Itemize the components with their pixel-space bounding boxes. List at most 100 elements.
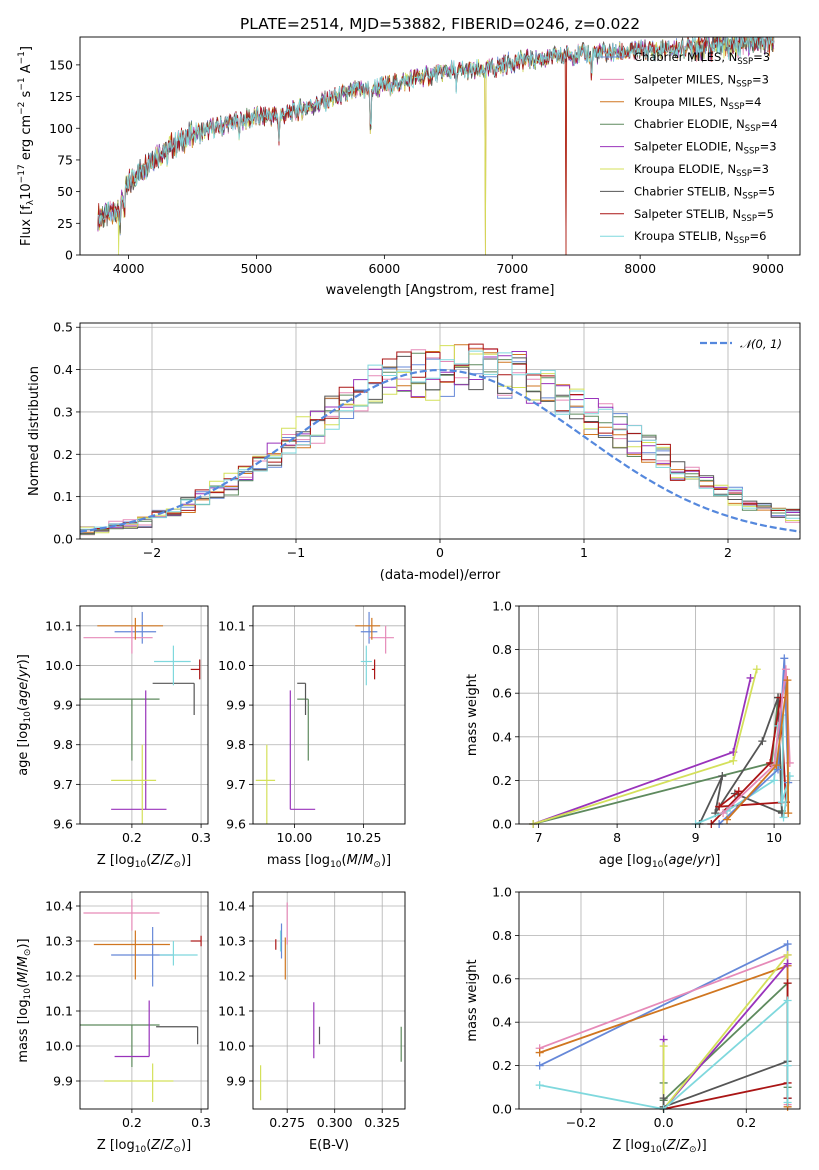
label-part: / <box>358 853 363 868</box>
x-axis-label: Z [log10(Z/Z⊙)] <box>612 1138 706 1155</box>
label-part: M <box>347 853 358 868</box>
legend-text: Kroupa ELODIE, N <box>634 162 736 176</box>
y-tick-label: 1.0 <box>492 599 512 614</box>
label-part: 10 <box>19 183 34 200</box>
spectrum-panel: 4000 5000 6000 7000 8000 9000 0 25 50 75 100 125 150… <box>17 36 801 298</box>
x-tick-label: 10.25 <box>346 830 382 845</box>
x-tick-label: 0 <box>436 545 444 560</box>
x-tick-label: 0.3 <box>191 830 211 845</box>
label-part: age [log <box>599 853 652 868</box>
legend-end: =3 <box>752 72 769 86</box>
label-part: 10 <box>135 1145 147 1155</box>
legend-entry: Kroupa ELODIE, NSSP=3 <box>634 162 769 179</box>
label-part: Z [log <box>97 853 135 868</box>
legend-entry: Kroupa STELIB, NSSP=6 <box>634 229 766 246</box>
label-part: −1 <box>17 77 27 90</box>
y-tick-label: 9.9 <box>53 1074 73 1089</box>
x-axis-label: mass [log10(M/M⊙)] <box>267 853 391 870</box>
y-tick-label: 0.3 <box>53 404 73 419</box>
label-part: yr <box>696 853 712 868</box>
label-part: )] <box>697 1138 707 1153</box>
axes-frame <box>518 605 801 825</box>
axes-frame <box>79 36 801 256</box>
weight-marker <box>783 1061 792 1070</box>
x-tick-label: 0.2 <box>122 830 142 845</box>
y-tick-label: 9.9 <box>53 698 73 713</box>
weight-marker <box>779 813 788 822</box>
legend-entry: Salpeter ELODIE, NSSP=3 <box>634 140 777 157</box>
x-tick-label: 1 <box>580 545 588 560</box>
y-tick-label: 9.7 <box>226 777 246 792</box>
label-part: Z <box>164 1138 175 1153</box>
y-tick-label: 0.8 <box>492 928 512 943</box>
label-part: wavelength [Angstrom, rest frame] <box>326 283 555 298</box>
weight-marker <box>781 665 790 674</box>
label-part: ( <box>16 983 31 988</box>
legend-end: =3 <box>753 50 770 64</box>
axes-frame <box>518 891 801 1110</box>
y-tick-label: 1.0 <box>492 885 512 900</box>
label-part: / <box>160 1138 165 1153</box>
weight-marker <box>746 673 755 682</box>
label-part: / <box>16 677 31 682</box>
x-tick-label: 7000 <box>496 261 528 276</box>
legend-sub: SSP <box>741 214 757 224</box>
x-axis-label: Z [log10(Z/Z⊙)] <box>97 853 191 870</box>
x-tick-label: 9000 <box>752 261 784 276</box>
y-tick-label: 10.0 <box>218 1039 246 1054</box>
label-part: 10 <box>23 988 33 1000</box>
legend-end: =6 <box>749 229 766 243</box>
label-part: ] <box>19 46 34 51</box>
label-part: Flux [f <box>19 205 34 246</box>
label-part: ( <box>342 853 347 868</box>
legend-text: Salpeter ELODIE, N <box>634 140 744 154</box>
label-part: s <box>19 90 34 101</box>
weight-marker <box>718 772 727 781</box>
label-part: age <box>16 682 31 706</box>
label-part: erg cm <box>19 115 34 164</box>
label-part: ( <box>663 853 668 868</box>
y-tick-label: 10.0 <box>45 1039 73 1054</box>
legend-text: Salpeter MILES, N <box>634 72 736 86</box>
label-part: M <box>16 972 31 983</box>
legend-end: =3 <box>752 162 769 176</box>
label-part: )] <box>16 654 31 664</box>
weight-line <box>726 679 790 821</box>
weight-marker <box>784 809 793 818</box>
y-tick-label: 0.6 <box>492 971 512 986</box>
y-tick-label: 0.4 <box>53 362 73 377</box>
y-tick-label: 9.8 <box>226 737 246 752</box>
legend-sub: SSP <box>742 191 758 201</box>
x-tick-label: 0.300 <box>317 1115 353 1130</box>
y-tick-label: 0.2 <box>53 447 73 462</box>
weight-marker <box>783 950 792 959</box>
y-tick-label: 10.3 <box>218 934 246 949</box>
label-part: )] <box>16 938 31 948</box>
legend-entry: Chabrier ELODIE, NSSP=4 <box>634 117 778 134</box>
y-axis-label: mass [log10(M/M⊙)] <box>16 938 33 1062</box>
x-tick-label: 7 <box>535 830 543 845</box>
label-part: ⊙ <box>689 1145 697 1155</box>
x-tick-label: 0.0 <box>654 1115 674 1130</box>
x-tick-label: 0.2 <box>736 1115 756 1130</box>
weight-marker <box>535 1048 544 1057</box>
legend-text: Salpeter STELIB, N <box>634 207 741 221</box>
label-part: Z <box>679 1138 690 1153</box>
y-tick-label: 10.2 <box>45 969 73 984</box>
legend-entry: Chabrier MILES, NSSP=3 <box>634 50 770 67</box>
label-part: age <box>668 853 692 868</box>
label-part: mass weight <box>465 674 480 756</box>
y-tick-label: 9.8 <box>53 737 73 752</box>
label-part: age [log <box>16 723 31 776</box>
label-part: 10 <box>652 860 664 870</box>
label-part: −2 <box>17 102 27 115</box>
x-tick-label: 8 <box>613 830 621 845</box>
label-part: −17 <box>17 164 27 183</box>
x-tick-label: 0.275 <box>269 1115 305 1130</box>
residual-histogram-panel: −2 −1 0 1 2 0.0 0.1 0.2 0.3 0.4 0.5 𝒩(0, 1) (data-mo… <box>27 320 801 583</box>
y-tick-label: 10.0 <box>218 658 246 673</box>
y-axis-label: mass weight <box>465 674 480 756</box>
label-part: 10 <box>135 860 147 870</box>
y-tick-label: 0.2 <box>492 1058 512 1073</box>
errorbar-group <box>260 902 402 1101</box>
